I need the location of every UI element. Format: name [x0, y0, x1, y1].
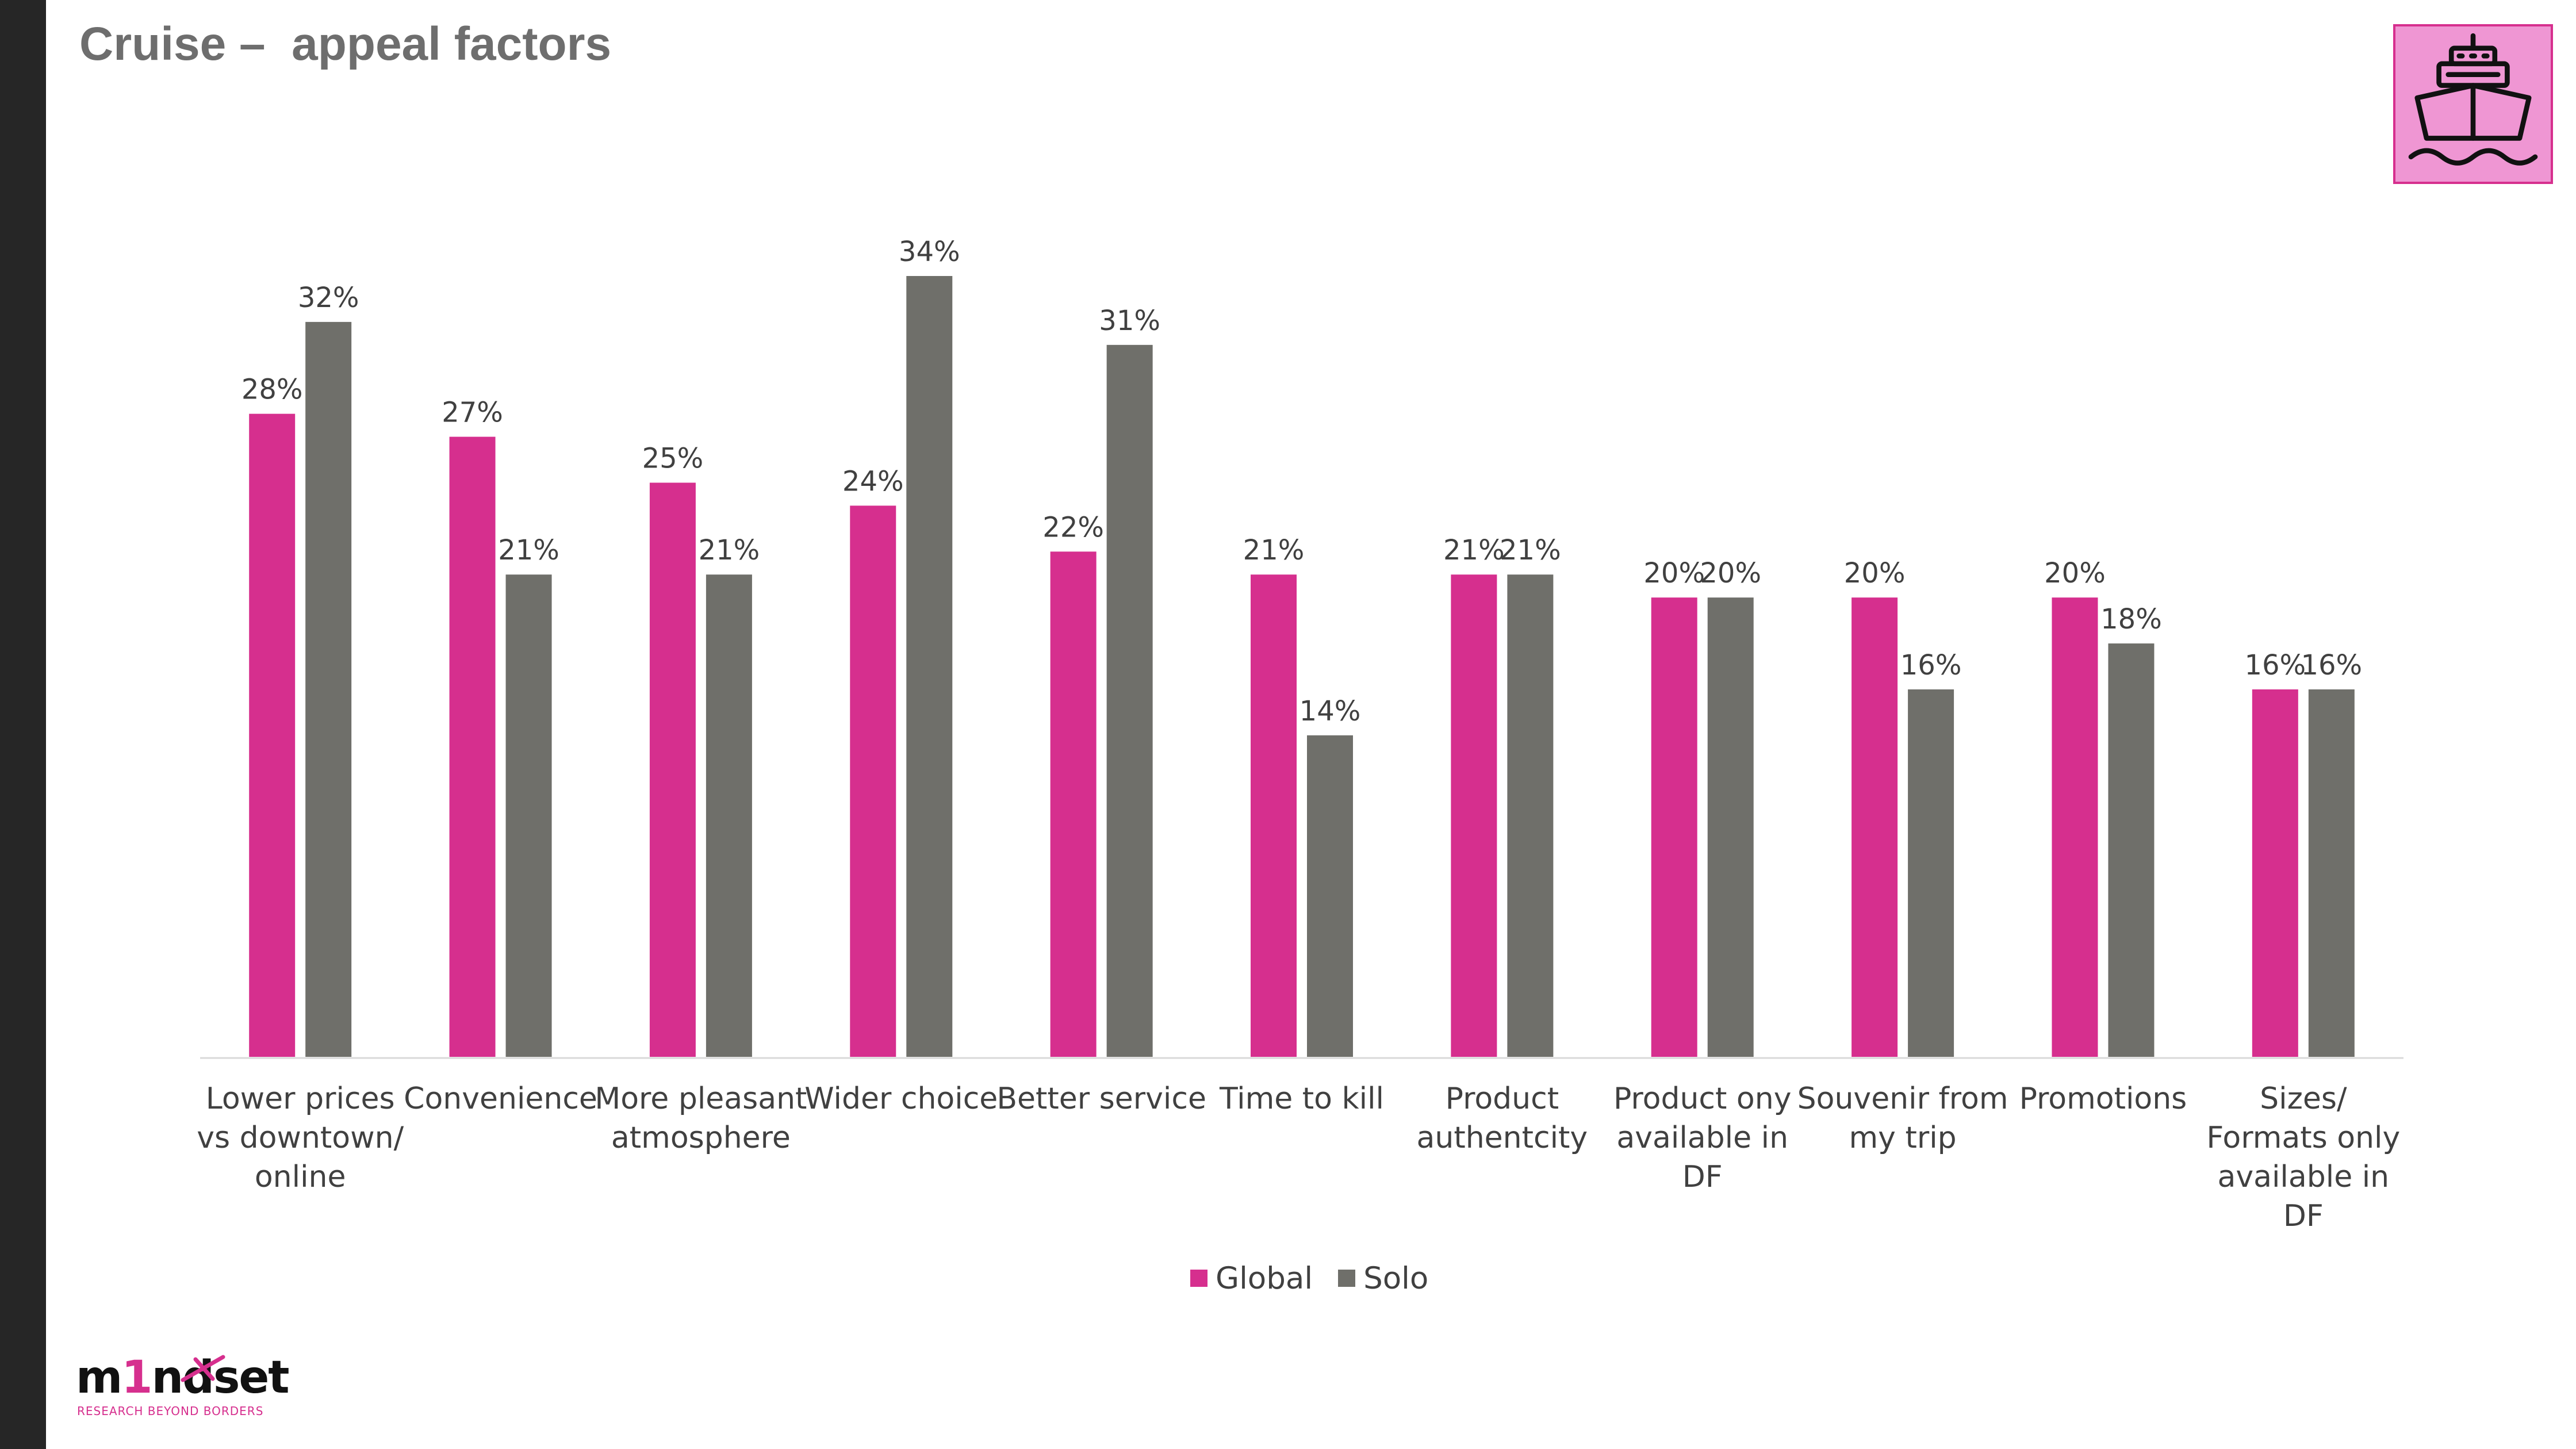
legend-item-global: Global — [1190, 1261, 1313, 1296]
category-label: More pleasant atmosphere — [595, 1082, 807, 1155]
bar-global — [449, 436, 496, 1057]
data-label-global: 20% — [1643, 557, 1705, 589]
data-label-solo: 20% — [1700, 557, 1761, 589]
data-label-global: 27% — [442, 397, 503, 429]
bar-solo — [1307, 735, 1353, 1057]
data-label-solo: 31% — [1099, 305, 1160, 337]
bar-solo — [706, 574, 752, 1057]
bar-global — [850, 505, 896, 1057]
category-label: Product authentcity — [1417, 1082, 1588, 1155]
data-label-global: 25% — [642, 442, 704, 474]
bar-global — [1251, 574, 1297, 1057]
legend-label-solo: Solo — [1363, 1260, 1429, 1296]
left-edge-strip — [0, 0, 46, 1449]
legend-swatch-solo — [1338, 1270, 1356, 1287]
bar-global — [1851, 597, 1898, 1057]
bar-global — [2252, 689, 2298, 1057]
logo-tagline: RESEARCH BEYOND BORDERS — [77, 1404, 264, 1418]
data-label-global: 24% — [842, 465, 904, 497]
bar-solo — [305, 321, 352, 1057]
data-label-solo: 32% — [298, 282, 359, 314]
mindset-logo: m1ndset RESEARCH BEYOND BORDERS — [76, 1349, 290, 1424]
bar-solo — [1908, 689, 1954, 1057]
chart-legend: Global Solo — [1190, 1258, 1454, 1298]
category-label: Wider choice — [804, 1082, 998, 1116]
data-label-solo: 16% — [1900, 649, 1962, 681]
legend-item-solo: Solo — [1338, 1261, 1428, 1296]
bar-global — [249, 413, 296, 1057]
bar-global — [1651, 597, 1697, 1057]
data-label-solo: 21% — [1500, 534, 1561, 566]
category-label: Better service — [996, 1082, 1206, 1116]
data-label-solo: 16% — [2301, 649, 2362, 681]
logo-wordmark: m1ndset — [76, 1352, 290, 1404]
category-label: Lower prices vs downtown/online — [197, 1082, 404, 1194]
bar-global — [1050, 551, 1097, 1057]
bar-solo — [906, 276, 953, 1057]
legend-label-global: Global — [1216, 1260, 1313, 1296]
category-label: Promotions — [2019, 1082, 2187, 1116]
bar-solo — [1106, 344, 1153, 1057]
bar-global — [1451, 574, 1497, 1057]
category-label: Time to kill — [1219, 1082, 1384, 1116]
data-label-global: 20% — [2044, 557, 2106, 589]
data-label-global: 20% — [1844, 557, 1906, 589]
category-label: Product ony available in DF — [1613, 1082, 1792, 1194]
bar-solo — [1707, 597, 1754, 1057]
cruise-ship-icon — [2408, 33, 2538, 166]
data-label-global: 21% — [1243, 534, 1305, 566]
bar-solo — [505, 574, 552, 1057]
data-label-solo: 18% — [2100, 603, 2162, 635]
data-label-solo: 21% — [498, 534, 559, 566]
bar-global — [649, 482, 696, 1057]
logo-swoosh-icon — [181, 1355, 225, 1382]
data-label-global: 16% — [2244, 649, 2306, 681]
data-label-global: 28% — [241, 374, 303, 406]
bar-chart: 28% 32% Lower prices vs downtown/online 27% 2… — [197, 236, 2404, 1233]
bar-solo — [1507, 574, 1554, 1057]
cruise-ship-badge — [2393, 24, 2553, 184]
data-label-global: 21% — [1443, 534, 1505, 566]
bar-solo — [2108, 643, 2155, 1057]
bar-global — [2052, 597, 2098, 1057]
category-label: Souvenir from my trip — [1797, 1082, 2008, 1155]
legend-swatch-global — [1190, 1270, 1208, 1287]
data-label-solo: 34% — [899, 236, 960, 268]
data-label-global: 22% — [1042, 511, 1104, 543]
data-label-solo: 14% — [1300, 695, 1361, 727]
data-label-solo: 21% — [699, 534, 760, 566]
bar-solo — [2308, 689, 2355, 1057]
slide-title: Cruise – appeal factors — [79, 18, 612, 70]
category-label: Convenience — [404, 1082, 597, 1116]
category-label: Sizes/Formats only available in DF — [2206, 1082, 2400, 1233]
